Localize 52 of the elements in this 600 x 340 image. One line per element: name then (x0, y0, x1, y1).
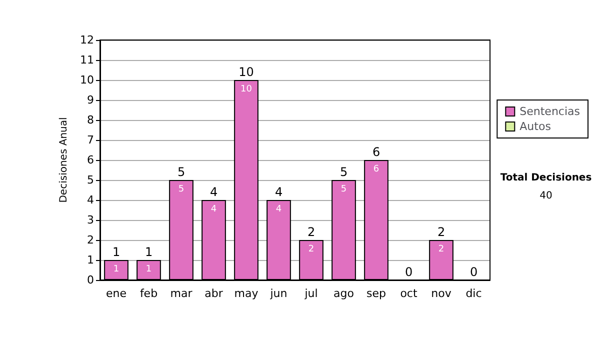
total-label: 0 (404, 265, 413, 279)
y-tick-label: 3 (87, 214, 94, 226)
total-label: 0 (470, 265, 478, 279)
x-tick-label: nov (431, 287, 452, 300)
y-tick-label: 6 (87, 154, 94, 166)
total-label: 4 (210, 185, 218, 199)
legend-label: Sentencias (520, 105, 580, 118)
y-tick-label: 11 (80, 54, 94, 66)
y-tick-label: 7 (87, 134, 94, 146)
total-label: 4 (274, 185, 283, 199)
data-label: 4 (276, 204, 282, 214)
total-label: 6 (372, 145, 380, 159)
legend-label: Autos (520, 120, 552, 133)
data-label: 1 (146, 264, 152, 274)
x-tick-label: sep (366, 287, 386, 300)
total-label: 2 (307, 225, 316, 239)
data-label: 10 (240, 84, 252, 94)
x-tick-label: ene (106, 287, 127, 300)
total-label: 1 (144, 245, 153, 259)
x-tick-label: jun (269, 287, 288, 300)
data-label: 2 (308, 244, 314, 254)
y-tick-label: 4 (87, 194, 94, 206)
data-label: 2 (438, 244, 444, 254)
y-tick-label: 12 (80, 34, 94, 46)
y-tick-label: 10 (80, 74, 94, 86)
x-tick-label: feb (140, 287, 158, 300)
data-label: 6 (373, 164, 380, 174)
x-tick-label: ago (334, 287, 354, 300)
text: 40 (540, 190, 552, 202)
y-tick-label: 5 (87, 174, 94, 186)
total-label: 10 (238, 65, 254, 79)
data-label: 5 (178, 184, 184, 194)
y-tick-label: 0 (87, 274, 94, 286)
y-axis-title: Decisiones Anual (58, 117, 70, 203)
text: Total Decisiones (500, 172, 592, 184)
y-tick-label: 1 (87, 254, 94, 266)
data-label: 5 (340, 184, 347, 194)
x-tick-label: dic (466, 287, 482, 300)
total-label: 2 (437, 225, 446, 239)
total-label: 5 (177, 165, 186, 179)
x-tick-label: jul (304, 287, 318, 300)
y-tick-label: 2 (87, 234, 94, 246)
total-label: 1 (112, 245, 120, 259)
total-label: 5 (340, 165, 348, 179)
y-tick-label: 9 (87, 94, 94, 106)
x-tick-label: abr (204, 287, 224, 300)
x-tick-label: oct (400, 287, 418, 300)
data-label: 1 (113, 264, 120, 274)
x-tick-label: may (234, 287, 259, 300)
y-tick-label: 8 (87, 114, 94, 126)
x-tick-label: mar (170, 287, 193, 300)
data-label: 4 (210, 204, 217, 214)
